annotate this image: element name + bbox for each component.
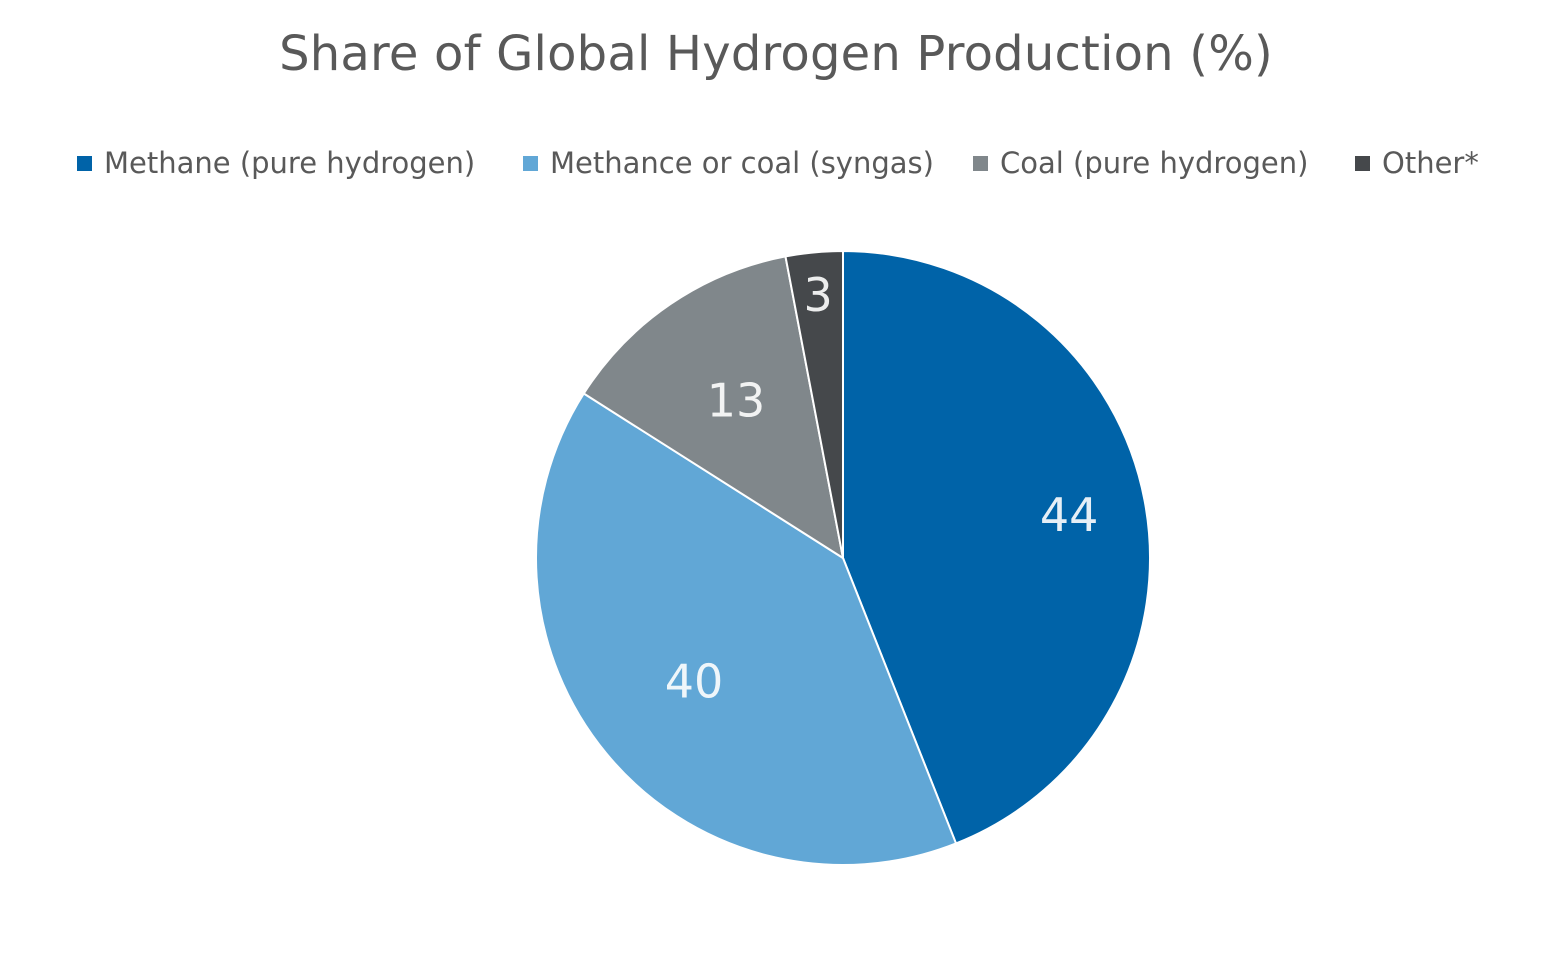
chart-title: Share of Global Hydrogen Production (%): [279, 26, 1273, 82]
legend-label-other: Other*: [1382, 146, 1479, 180]
pie-slice-coal-pure-hydrogen: [582, 255, 845, 561]
data-label-methane-pure-hydrogen: 44: [1040, 488, 1099, 542]
pie-slice-methance-or-coal-syngas: [535, 392, 958, 866]
data-label-coal-pure-hydrogen: 13: [707, 374, 766, 428]
legend-item-coal-pure-hydrogen: Coal (pure hydrogen): [973, 143, 1308, 183]
legend: Methane (pure hydrogen) Methance or coal…: [0, 143, 1552, 183]
legend-label-methance-or-coal-syngas: Methance or coal (syngas): [550, 146, 934, 180]
data-label-methance-or-coal-syngas: 40: [665, 654, 724, 708]
pie-slice-other: [784, 249, 844, 559]
legend-swatch-other: [1355, 155, 1370, 171]
legend-item-methane-pure-hydrogen: Methane (pure hydrogen): [77, 143, 475, 183]
legend-item-other: Other*: [1355, 143, 1479, 183]
pie-slice-methane-pure-hydrogen: [842, 249, 1151, 845]
legend-label-methane-pure-hydrogen: Methane (pure hydrogen): [104, 146, 476, 180]
legend-swatch-methane-pure-hydrogen: [77, 155, 92, 171]
legend-swatch-methance-or-coal-syngas: [523, 155, 538, 171]
legend-swatch-coal-pure-hydrogen: [973, 155, 988, 171]
legend-item-methance-or-coal-syngas: Methance or coal (syngas): [523, 143, 934, 183]
data-label-other: 3: [804, 268, 833, 322]
legend-label-coal-pure-hydrogen: Coal (pure hydrogen): [1000, 146, 1309, 180]
